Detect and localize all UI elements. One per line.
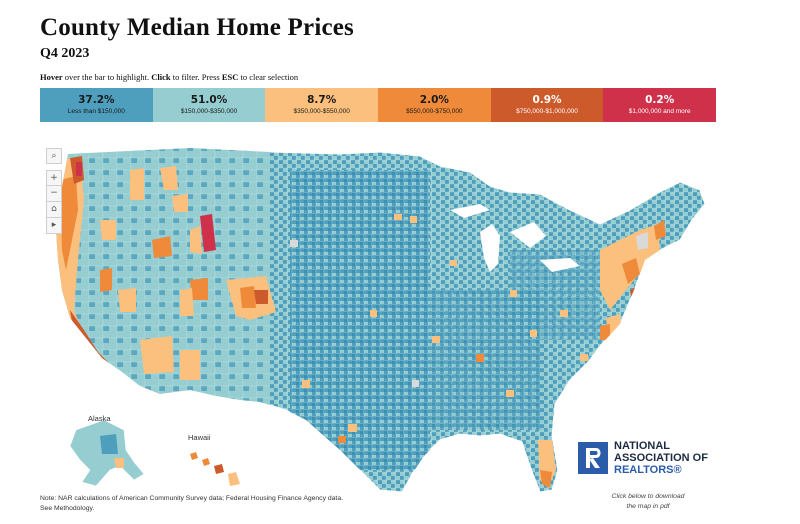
alaska [69, 419, 145, 487]
nar-wordmark: NATIONAL ASSOCIATION OF REALTORS® [614, 440, 708, 476]
legend-range: $150,000-$350,000 [180, 108, 238, 115]
zoom-in-icon[interactable]: + [46, 170, 62, 186]
legend-segment-150k-350k[interactable]: 51.0% $150,000-$350,000 [152, 88, 266, 122]
legend-range: $550,000-$750,000 [406, 108, 463, 115]
source-note: Note: NAR calculations of American Commu… [40, 494, 400, 514]
hawaii-label: Hawaii [188, 433, 211, 442]
county-map[interactable] [40, 140, 760, 510]
legend-percent: 37.2% [78, 94, 115, 106]
legend-segment-750k-1m[interactable]: 0.9% $750,000-$1,000,000 [490, 88, 604, 122]
great-lakes [450, 204, 580, 272]
nar-r-icon [578, 442, 608, 474]
legend-percent: 8.7% [307, 94, 337, 106]
legend-range: $350,000-$550,000 [293, 108, 350, 115]
download-pdf-link[interactable]: Click below to download the map in pdf [611, 493, 685, 510]
page-subtitle: Q4 2023 [40, 46, 90, 61]
nar-logo[interactable]: NATIONAL ASSOCIATION OF REALTORS® [578, 440, 708, 476]
legend-segment-550k-750k[interactable]: 2.0% $550,000-$750,000 [378, 88, 491, 122]
expand-icon[interactable]: ▸ [46, 218, 62, 234]
methodology-link[interactable]: See Methodology. [40, 505, 95, 512]
alaska-label: Alaska [88, 414, 111, 423]
legend-range: $1,000,000 and more [628, 108, 691, 115]
legend-range: Less than $150,000 [67, 108, 125, 115]
page-title: County Median Home Prices [40, 14, 354, 41]
legend-percent: 0.9% [532, 94, 562, 106]
instructions: Hover over the bar to highlight. Click t… [40, 72, 299, 82]
home-icon[interactable]: ⌂ [46, 202, 62, 218]
hawaii [190, 452, 240, 486]
zoom-out-icon[interactable]: − [46, 186, 62, 202]
legend-segment-350k-550k[interactable]: 8.7% $350,000-$550,000 [265, 88, 379, 122]
map-search-icon[interactable]: ⌕ [46, 148, 62, 164]
legend-percent: 0.2% [645, 94, 675, 106]
legend-percent: 2.0% [419, 94, 449, 106]
legend-segment-1m-plus[interactable]: 0.2% $1,000,000 and more [603, 88, 717, 122]
legend-segment-under-150k[interactable]: 37.2% Less than $150,000 [40, 88, 153, 122]
map-toolbar: ⌕ + − ⌂ ▸ [46, 148, 62, 234]
legend-bar: 37.2% Less than $150,000 51.0% $150,000-… [40, 88, 717, 122]
legend-percent: 51.0% [190, 94, 228, 106]
legend-range: $750,000-$1,000,000 [516, 108, 578, 115]
